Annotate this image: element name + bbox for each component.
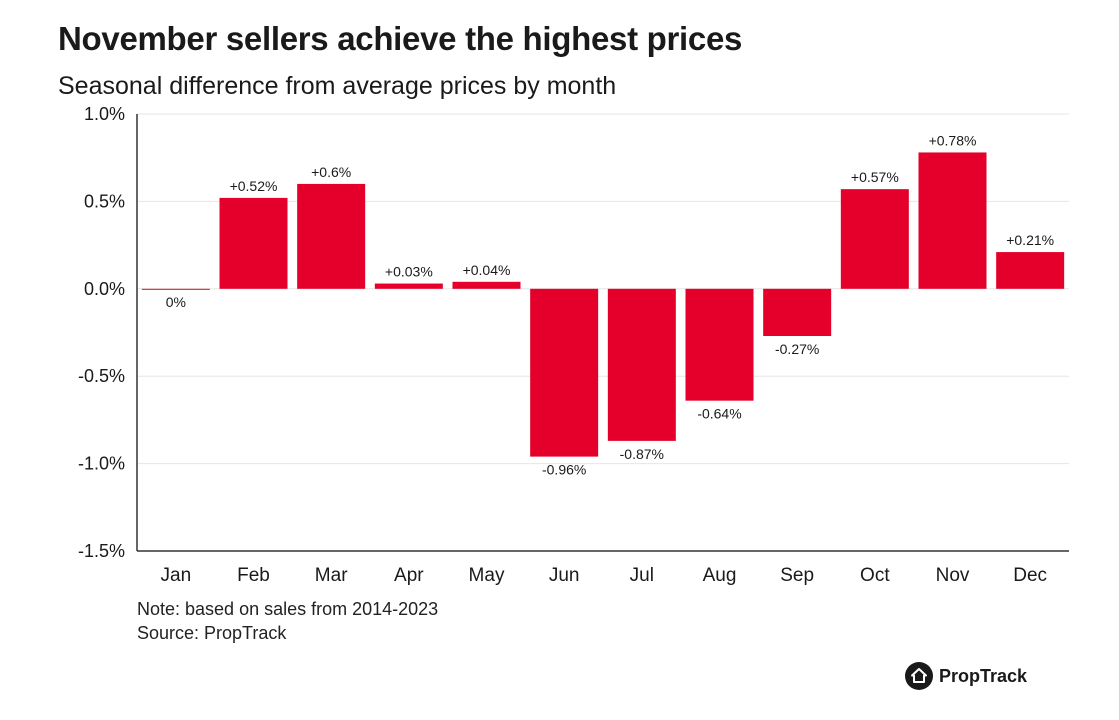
proptrack-logo: PropTrack — [905, 662, 1027, 690]
data-label-apr: +0.03% — [385, 264, 433, 280]
bar-jul — [607, 288, 676, 441]
y-tick-label: -0.5% — [78, 366, 125, 386]
bar-mar — [297, 183, 366, 289]
data-label-jun: -0.96% — [542, 462, 586, 478]
data-label-nov: +0.78% — [929, 132, 977, 148]
x-tick-label: Jul — [630, 565, 654, 586]
bar-aug — [685, 288, 754, 401]
data-label-dec: +0.21% — [1006, 232, 1054, 248]
data-label-may: +0.04% — [463, 262, 511, 278]
bars — [141, 152, 1065, 457]
bar-jan — [141, 288, 210, 290]
y-tick-label: 0.0% — [84, 279, 125, 299]
footnote: Note: based on sales from 2014-2023 Sour… — [137, 597, 438, 645]
x-tick-label: Feb — [237, 565, 270, 586]
bar-chart: 0% +0.52% +0.6% +0.03% +0.04% -0.96% -0.87% -0.… — [78, 104, 1069, 586]
data-label-jan: 0% — [166, 294, 186, 310]
brand-name: PropTrack — [939, 665, 1028, 686]
bar-feb — [219, 197, 288, 289]
y-tick-label: 0.5% — [84, 191, 125, 211]
x-tick-label: Apr — [394, 565, 424, 586]
y-tick-label: -1.0% — [78, 454, 125, 474]
x-tick-label: Dec — [1013, 565, 1047, 586]
bar-dec — [996, 252, 1065, 289]
data-label-sep: -0.27% — [775, 341, 819, 357]
data-label-feb: +0.52% — [230, 178, 278, 194]
x-tick-label: Oct — [860, 565, 890, 586]
x-tick-label: May — [469, 565, 505, 586]
y-tick-label: -1.5% — [78, 541, 125, 561]
chart-title: November sellers achieve the highest pri… — [58, 20, 743, 57]
data-labels: 0% +0.52% +0.6% +0.03% +0.04% -0.96% -0.87% -0.… — [166, 132, 1054, 477]
bar-jun — [530, 288, 599, 457]
source-text: Source: PropTrack — [137, 623, 287, 643]
data-label-jul: -0.87% — [620, 446, 664, 462]
bar-nov — [918, 152, 987, 289]
data-label-aug: -0.64% — [697, 406, 741, 422]
x-tick-label: Jan — [161, 565, 192, 586]
data-label-mar: +0.6% — [311, 164, 351, 180]
bar-oct — [840, 189, 909, 289]
data-label-oct: +0.57% — [851, 169, 899, 185]
x-tick-label: Mar — [315, 565, 348, 586]
axes: 1.0% 0.5% 0.0% -0.5% -1.0% -1.5% Jan Feb Mar Apr M… — [78, 104, 1069, 586]
gridlines — [137, 113, 1069, 465]
x-tick-label: Aug — [703, 565, 737, 586]
bar-apr — [374, 283, 443, 289]
chart-subtitle: Seasonal difference from average prices … — [58, 72, 617, 100]
bar-may — [452, 281, 521, 289]
x-tick-label: Jun — [549, 565, 580, 586]
note-text: Note: based on sales from 2014-2023 — [137, 599, 439, 619]
x-tick-label: Sep — [780, 565, 814, 586]
bar-sep — [763, 288, 832, 336]
y-tick-label: 1.0% — [84, 104, 125, 124]
house-icon — [905, 662, 933, 690]
x-tick-label: Nov — [936, 565, 970, 586]
